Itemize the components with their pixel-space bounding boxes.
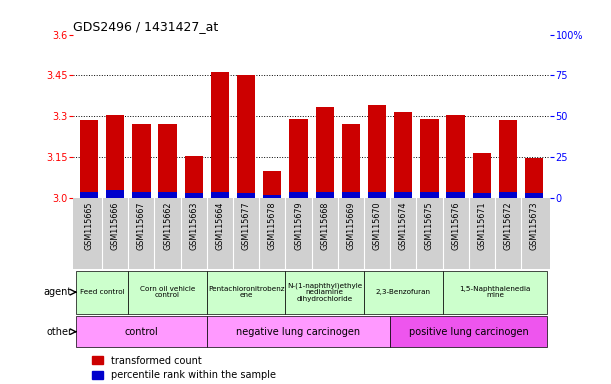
Text: GSM115668: GSM115668	[320, 201, 329, 250]
Bar	[473, 193, 491, 198]
Bar	[368, 192, 386, 198]
Bar	[368, 105, 386, 198]
Text: GSM115665: GSM115665	[84, 201, 93, 250]
Text: GSM115664: GSM115664	[216, 201, 224, 250]
Text: GSM115678: GSM115678	[268, 201, 277, 250]
FancyBboxPatch shape	[285, 271, 364, 314]
Bar	[394, 112, 412, 198]
Text: Pentachloronitrobenz
ene: Pentachloronitrobenz ene	[208, 286, 284, 298]
Text: Corn oil vehicle
control: Corn oil vehicle control	[140, 286, 196, 298]
Text: control: control	[125, 327, 158, 337]
Bar	[420, 119, 439, 198]
Text: other: other	[46, 327, 72, 337]
Bar	[447, 192, 465, 198]
Text: GSM115669: GSM115669	[346, 201, 356, 250]
FancyBboxPatch shape	[442, 271, 547, 314]
Bar	[473, 154, 491, 198]
FancyBboxPatch shape	[128, 271, 207, 314]
Text: GSM115675: GSM115675	[425, 201, 434, 250]
Text: GSM115674: GSM115674	[399, 201, 408, 250]
Text: 1,5-Naphthalenedia
mine: 1,5-Naphthalenedia mine	[459, 286, 530, 298]
Text: 2,3-Benzofuran: 2,3-Benzofuran	[376, 289, 431, 295]
Bar	[132, 192, 150, 198]
Bar	[420, 192, 439, 198]
Bar	[290, 119, 308, 198]
FancyBboxPatch shape	[76, 271, 128, 314]
Text: GSM115679: GSM115679	[294, 201, 303, 250]
Bar	[211, 192, 229, 198]
Text: GSM115670: GSM115670	[373, 201, 382, 250]
Bar	[525, 193, 543, 198]
Bar	[263, 171, 282, 198]
Bar	[342, 124, 360, 198]
FancyBboxPatch shape	[390, 316, 547, 347]
Bar	[185, 193, 203, 198]
Bar	[211, 72, 229, 198]
Bar	[237, 194, 255, 198]
Bar	[394, 192, 412, 198]
Text: negative lung carcinogen: negative lung carcinogen	[236, 327, 360, 337]
Text: GSM115677: GSM115677	[241, 201, 251, 250]
Bar	[263, 195, 282, 198]
Text: GSM115673: GSM115673	[530, 201, 539, 250]
Bar	[499, 120, 517, 198]
Legend: transformed count, percentile rank within the sample: transformed count, percentile rank withi…	[88, 352, 280, 384]
Bar	[525, 157, 543, 198]
Bar	[106, 190, 125, 198]
FancyBboxPatch shape	[207, 316, 390, 347]
Text: GSM115667: GSM115667	[137, 201, 146, 250]
Bar	[132, 124, 150, 198]
Text: GSM115671: GSM115671	[477, 201, 486, 250]
Text: N-(1-naphthyl)ethyle
nediamine
dihydrochloride: N-(1-naphthyl)ethyle nediamine dihydroch…	[287, 282, 362, 302]
Bar	[290, 192, 308, 198]
Bar	[447, 115, 465, 198]
Bar	[80, 120, 98, 198]
Text: Feed control: Feed control	[80, 289, 125, 295]
FancyBboxPatch shape	[76, 316, 207, 347]
FancyBboxPatch shape	[364, 271, 442, 314]
Bar	[158, 124, 177, 198]
Text: agent: agent	[44, 287, 72, 297]
Text: GSM115676: GSM115676	[451, 201, 460, 250]
Text: positive lung carcinogen: positive lung carcinogen	[409, 327, 529, 337]
Text: GSM115662: GSM115662	[163, 201, 172, 250]
Bar	[106, 115, 125, 198]
Bar	[315, 107, 334, 198]
Text: GDS2496 / 1431427_at: GDS2496 / 1431427_at	[73, 20, 219, 33]
Bar	[499, 192, 517, 198]
Text: GSM115672: GSM115672	[503, 201, 513, 250]
Text: GSM115663: GSM115663	[189, 201, 199, 250]
FancyBboxPatch shape	[207, 271, 285, 314]
Bar	[237, 75, 255, 198]
Bar	[342, 192, 360, 198]
FancyBboxPatch shape	[73, 198, 550, 269]
Text: GSM115666: GSM115666	[111, 201, 120, 250]
Bar	[185, 156, 203, 198]
Bar	[158, 192, 177, 198]
Bar	[315, 192, 334, 198]
Bar	[80, 192, 98, 198]
